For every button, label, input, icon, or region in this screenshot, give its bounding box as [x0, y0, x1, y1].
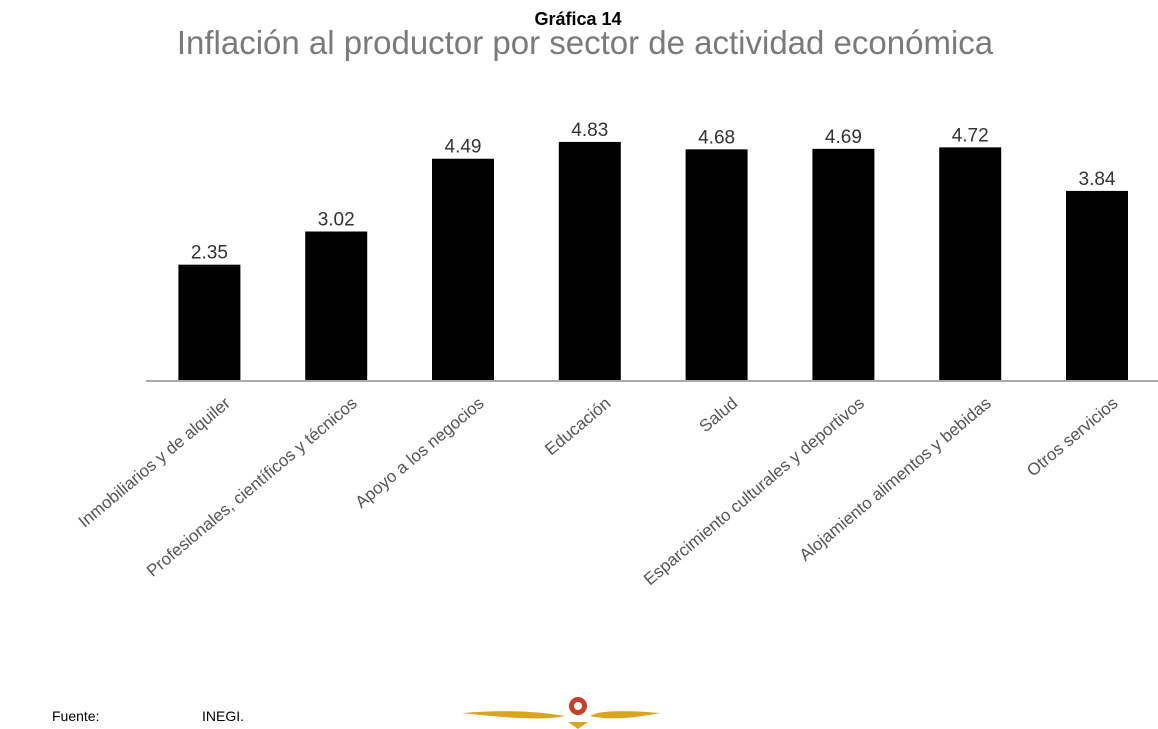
bar — [432, 158, 494, 381]
chart-title: Inflación al productor por sector de act… — [177, 24, 994, 61]
x-tick-label: Esparcimiento culturales y deportivos — [640, 394, 868, 590]
value-label: 4.49 — [445, 137, 482, 158]
value-label: 4.69 — [825, 127, 862, 148]
bar — [1066, 190, 1128, 381]
bar — [939, 147, 1002, 381]
logo — [462, 697, 660, 729]
x-tick-label: Otros servicios — [1023, 394, 1121, 481]
bar — [305, 231, 368, 381]
source: INEGI. — [202, 708, 244, 724]
value-label: 2.35 — [191, 243, 228, 264]
logo-tail — [568, 722, 588, 729]
x-tick-label: Salud — [696, 394, 742, 437]
logo-wing — [462, 711, 565, 719]
value-label: 4.72 — [952, 125, 989, 146]
value-label: 4.83 — [571, 120, 608, 141]
value-label: 3.84 — [1079, 169, 1116, 190]
logo-wing — [590, 711, 660, 719]
bar — [685, 149, 748, 381]
chart-label: Gráfica 14 — [534, 9, 621, 29]
x-tick-label: Apoyo a los negocios — [352, 394, 488, 512]
value-label: 3.02 — [318, 210, 355, 231]
logo-gear-hole — [574, 702, 582, 710]
bar — [812, 148, 875, 381]
value-label: 4.68 — [698, 127, 735, 148]
bar — [178, 264, 241, 381]
source-label: Fuente: — [52, 708, 99, 724]
x-tick-label: Profesionales, científicos y técnicos — [143, 394, 361, 581]
bar — [558, 141, 621, 381]
x-tick-label: Educación — [541, 394, 614, 460]
